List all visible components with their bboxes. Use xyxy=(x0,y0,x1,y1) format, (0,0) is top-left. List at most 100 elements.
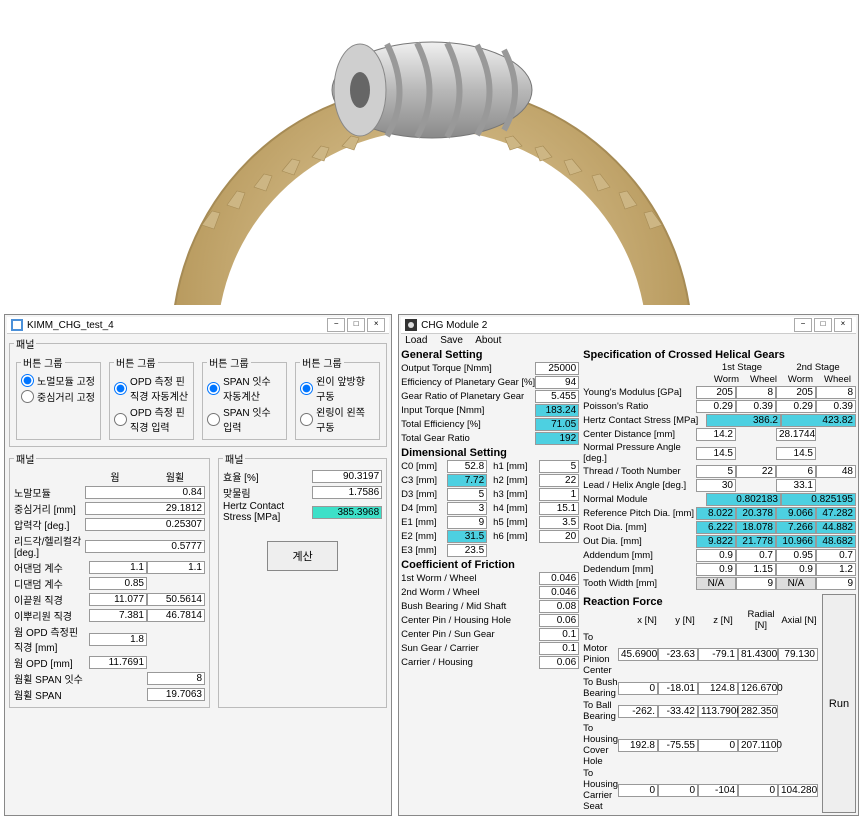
value-field[interactable]: 30 xyxy=(696,479,736,492)
value-field[interactable]: 71.05 xyxy=(535,418,579,431)
value-field[interactable]: 3 xyxy=(447,502,487,515)
value-field[interactable]: 423.82 xyxy=(781,414,856,427)
value-field[interactable]: 15.1 xyxy=(539,502,579,515)
value-field[interactable]: 5 xyxy=(696,465,736,478)
value-field[interactable]: 0.9 xyxy=(696,563,736,576)
value-field[interactable]: 205 xyxy=(696,386,736,399)
calc-button[interactable]: 계산 xyxy=(267,541,337,571)
value-field[interactable]: 45.6900 xyxy=(618,648,658,661)
value-field[interactable]: 0.84 xyxy=(85,486,205,499)
minimize-button[interactable]: − xyxy=(794,318,812,332)
value-field[interactable]: 0.5777 xyxy=(85,540,205,553)
value-field[interactable]: 44.882 xyxy=(816,521,856,534)
value-field[interactable]: 183.24 xyxy=(535,404,579,417)
value-field[interactable]: 25000 xyxy=(535,362,579,375)
value-field[interactable]: 3.5 xyxy=(539,516,579,529)
value-field[interactable]: 8 xyxy=(736,386,776,399)
value-field[interactable]: 9.822 xyxy=(696,535,736,548)
value-field[interactable]: 0.9 xyxy=(696,549,736,562)
value-field[interactable]: 385.3968 xyxy=(312,506,382,519)
value-field[interactable]: 14.2 xyxy=(696,428,736,441)
maximize-button[interactable]: □ xyxy=(814,318,832,332)
value-field[interactable]: -33.42 xyxy=(658,705,698,718)
value-field[interactable]: -75.55 xyxy=(658,739,698,752)
value-field[interactable]: 0.39 xyxy=(816,400,856,413)
value-field[interactable]: 7.266 xyxy=(776,521,816,534)
radio-option[interactable] xyxy=(114,382,127,395)
value-field[interactable]: 52.8 xyxy=(447,460,487,473)
value-field[interactable]: 8 xyxy=(816,386,856,399)
value-field[interactable]: -104 xyxy=(698,784,738,797)
run-button[interactable]: Run xyxy=(822,594,856,813)
value-field[interactable]: 0 xyxy=(658,784,698,797)
value-field[interactable]: 192 xyxy=(535,432,579,445)
value-field[interactable]: 1.1 xyxy=(147,561,205,574)
value-field[interactable]: 46.7814 xyxy=(147,609,205,622)
value-field[interactable]: 0.29 xyxy=(696,400,736,413)
value-field[interactable]: 6 xyxy=(776,465,816,478)
value-field[interactable]: 9 xyxy=(447,516,487,529)
value-field[interactable]: 113.7900 xyxy=(698,705,738,718)
minimize-button[interactable]: − xyxy=(327,318,345,332)
radio-option[interactable] xyxy=(21,374,34,387)
value-field[interactable]: 48.682 xyxy=(816,535,856,548)
close-button[interactable]: × xyxy=(834,318,852,332)
value-field[interactable]: 0.95 xyxy=(776,549,816,562)
radio-option[interactable] xyxy=(300,382,313,395)
value-field[interactable]: 22 xyxy=(736,465,776,478)
value-field[interactable]: 33.1 xyxy=(776,479,816,492)
value-field[interactable]: 28.1744 xyxy=(776,428,816,441)
value-field[interactable]: 81.4300 xyxy=(738,648,778,661)
value-field[interactable]: 104.280 xyxy=(778,784,818,797)
value-field[interactable]: 0.046 xyxy=(539,586,579,599)
value-field[interactable]: 0.25307 xyxy=(85,518,205,531)
value-field[interactable]: 0 xyxy=(618,682,658,695)
value-field[interactable]: 11.7691 xyxy=(89,656,147,669)
value-field[interactable]: 18.078 xyxy=(736,521,776,534)
menu-about[interactable]: About xyxy=(475,335,501,346)
radio-option[interactable] xyxy=(207,382,220,395)
value-field[interactable]: 29.1812 xyxy=(85,502,205,515)
maximize-button[interactable]: □ xyxy=(347,318,365,332)
menu-save[interactable]: Save xyxy=(440,335,463,346)
value-field[interactable]: 20 xyxy=(539,530,579,543)
value-field[interactable]: 0.7 xyxy=(816,549,856,562)
value-field[interactable]: 124.8 xyxy=(698,682,738,695)
value-field[interactable]: 386.2 xyxy=(706,414,781,427)
value-field[interactable]: 20.378 xyxy=(736,507,776,520)
value-field[interactable]: 0 xyxy=(738,784,778,797)
value-field[interactable]: 1.8 xyxy=(89,633,147,646)
value-field[interactable]: 21.778 xyxy=(736,535,776,548)
value-field[interactable]: 31.5 xyxy=(447,530,487,543)
value-field[interactable]: 5 xyxy=(539,460,579,473)
value-field[interactable]: 0.06 xyxy=(539,656,579,669)
value-field[interactable]: 0.9 xyxy=(776,563,816,576)
value-field[interactable]: 19.7063 xyxy=(147,688,205,701)
radio-option[interactable] xyxy=(114,413,127,426)
radio-option[interactable] xyxy=(300,413,313,426)
value-field[interactable]: 0.39 xyxy=(736,400,776,413)
value-field[interactable]: 8 xyxy=(147,672,205,685)
value-field[interactable]: 22 xyxy=(539,474,579,487)
value-field[interactable]: 282.350 xyxy=(738,705,778,718)
value-field[interactable]: 14.5 xyxy=(776,447,816,460)
value-field[interactable]: -79.1 xyxy=(698,648,738,661)
value-field[interactable]: 23.5 xyxy=(447,544,487,557)
value-field[interactable]: 0.1 xyxy=(539,642,579,655)
value-field[interactable]: 9.066 xyxy=(776,507,816,520)
value-field[interactable]: 6.222 xyxy=(696,521,736,534)
value-field[interactable]: 5.455 xyxy=(535,390,579,403)
value-field[interactable]: 7.72 xyxy=(447,474,487,487)
value-field[interactable]: 48 xyxy=(816,465,856,478)
value-field[interactable]: 0 xyxy=(698,739,738,752)
value-field[interactable]: 0.7 xyxy=(736,549,776,562)
radio-option[interactable] xyxy=(207,413,220,426)
value-field[interactable]: 90.3197 xyxy=(312,470,382,483)
value-field[interactable]: 0.802183 xyxy=(706,493,781,506)
value-field[interactable]: 0.85 xyxy=(89,577,147,590)
value-field[interactable]: 50.5614 xyxy=(147,593,205,606)
close-button[interactable]: × xyxy=(367,318,385,332)
value-field[interactable]: 0.046 xyxy=(539,572,579,585)
value-field[interactable]: 1 xyxy=(539,488,579,501)
value-field[interactable]: -18.01 xyxy=(658,682,698,695)
